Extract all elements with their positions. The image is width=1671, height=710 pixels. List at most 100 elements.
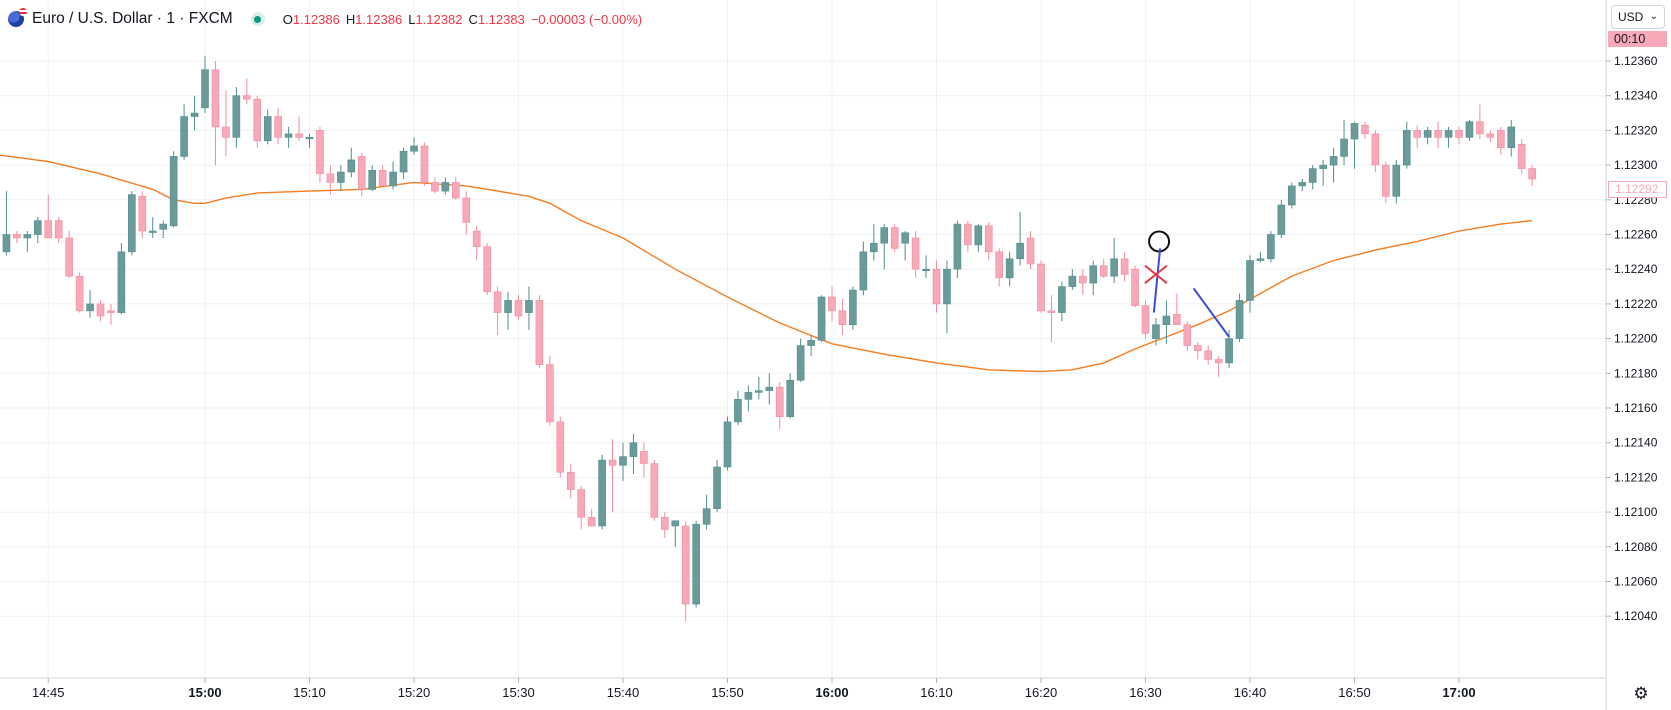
candle-body [922, 268, 930, 272]
candle-down [1361, 121, 1369, 140]
candle-body [1476, 121, 1484, 135]
candle-down [932, 260, 941, 313]
candle-body [619, 456, 627, 466]
price-tick-label: 1.12120 [1614, 470, 1658, 484]
candle-body [807, 340, 815, 346]
candle-body [190, 112, 199, 117]
candle-body [1089, 265, 1098, 284]
candle-body [911, 237, 920, 270]
candle-up [849, 286, 857, 330]
time-tick-label: 17:00 [1442, 685, 1475, 700]
candle-down [211, 61, 220, 166]
candle-up [1319, 159, 1327, 186]
candle-down [253, 95, 262, 148]
candle-down [138, 191, 147, 238]
candle-body [1267, 234, 1275, 260]
price-tick-label: 1.12240 [1614, 262, 1658, 276]
price-tick-label: 1.12320 [1614, 123, 1658, 137]
candle-body [54, 220, 63, 239]
candle-body [1465, 121, 1474, 138]
price-tick-label: 1.12080 [1614, 540, 1658, 554]
candle-body [33, 220, 42, 235]
candle-down [316, 126, 324, 183]
candle-down [681, 520, 690, 622]
candle-body [556, 421, 565, 473]
candle-body [566, 471, 575, 490]
candle-body [974, 225, 983, 246]
candle-body [817, 296, 826, 341]
candle-up [180, 104, 188, 160]
candle-up [1444, 126, 1453, 148]
candle-up [1267, 231, 1275, 263]
time-tick-label: 16:30 [1129, 685, 1162, 700]
symbol-title[interactable]: Euro / U.S. Dollar · 1 · FXCM [32, 10, 233, 27]
candle-up [128, 191, 136, 256]
drawing-trendline [1152, 248, 1162, 313]
candle-body [890, 227, 899, 249]
candle-body [378, 170, 387, 187]
candle-body [1079, 275, 1087, 284]
candle-body [734, 399, 742, 423]
candle-body [410, 145, 418, 152]
currency-selector[interactable]: USD ⌄ [1611, 5, 1665, 29]
candle-up [922, 255, 930, 278]
candle-body [1193, 345, 1202, 352]
candle-body [1308, 168, 1317, 183]
price-tick-label: 1.12180 [1614, 366, 1658, 380]
candle-down [13, 231, 21, 244]
candle-up [504, 291, 512, 330]
candle-down [1371, 130, 1380, 173]
ohlc-low: L1.12382 [408, 11, 463, 27]
candle-down [431, 177, 439, 193]
candle-up [117, 243, 126, 315]
candle-body [389, 171, 397, 187]
candle-body [96, 303, 105, 317]
candle-body [577, 489, 586, 518]
candles-layer [2, 55, 1536, 622]
candle-up [1288, 182, 1296, 209]
candle-up [1298, 178, 1307, 192]
time-tick-label: 15:40 [607, 685, 640, 700]
candle-body [44, 220, 53, 239]
candle-up [1016, 211, 1024, 266]
candle-up [598, 454, 606, 530]
candle-body [650, 463, 659, 518]
market-status-icon[interactable] [250, 12, 265, 26]
grid-lines [0, 0, 1606, 678]
ohlc-open: O1.12386 [282, 11, 340, 27]
candle-body [1507, 126, 1516, 149]
candle-down [274, 107, 282, 145]
candle-body [1298, 182, 1307, 187]
candle-down [75, 272, 84, 313]
candle-up [713, 460, 721, 513]
candle-up [33, 217, 42, 244]
candle-up [148, 217, 157, 238]
currency-flag-icon [8, 8, 27, 27]
candle-down [608, 439, 617, 513]
candle-body [1183, 324, 1192, 346]
candle-up [284, 126, 293, 148]
candle-down [1517, 139, 1526, 174]
drawings-layer[interactable] [1144, 230, 1230, 338]
candle-body [755, 390, 763, 393]
candle-body [1528, 168, 1536, 180]
candle-body [138, 196, 147, 232]
settings-gear-icon[interactable]: ⚙ [1633, 684, 1649, 703]
drawing-cross-stroke [1144, 264, 1168, 284]
candle-down [1120, 251, 1129, 282]
price-tick-label: 1.12140 [1614, 436, 1658, 450]
time-tick-label: 14:45 [32, 685, 65, 700]
candle-body [608, 459, 617, 466]
candle-up [1402, 121, 1411, 169]
candle-down [1131, 265, 1139, 308]
candle-body [1173, 314, 1181, 326]
candle-down [1497, 126, 1505, 155]
price-tick-label: 1.12340 [1614, 89, 1658, 103]
candle-down [577, 486, 586, 530]
candle-body [243, 95, 251, 100]
candle-up [263, 109, 272, 145]
candle-body [765, 386, 774, 391]
candle-up [1423, 126, 1432, 145]
time-tick-label: 16:10 [920, 685, 953, 700]
